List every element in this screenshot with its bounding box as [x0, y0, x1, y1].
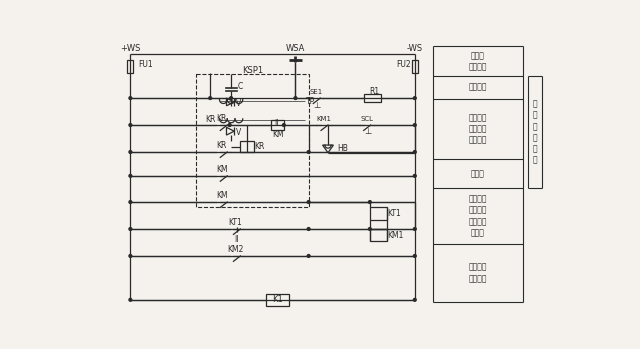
Text: 蜂鸣器: 蜂鸣器: [471, 169, 485, 178]
Text: KM1: KM1: [388, 231, 404, 240]
Text: FU2: FU2: [396, 60, 411, 69]
Circle shape: [413, 228, 416, 230]
Text: KR: KR: [216, 114, 227, 124]
Text: KM: KM: [216, 191, 228, 200]
Text: 熔断器监
视继电器: 熔断器监 视继电器: [468, 263, 487, 283]
Text: FU1: FU1: [138, 60, 153, 69]
Text: R1: R1: [369, 87, 380, 96]
Circle shape: [230, 97, 232, 99]
Text: WSA: WSA: [286, 44, 305, 53]
Circle shape: [228, 124, 231, 126]
Text: 事
故
信
号
装
置: 事 故 信 号 装 置: [532, 100, 537, 164]
Bar: [370, 229, 387, 241]
Text: C: C: [237, 82, 243, 91]
Circle shape: [209, 97, 212, 99]
Text: ⊥: ⊥: [313, 101, 320, 110]
Text: 自动解除
音响的时
间及中间
继电器: 自动解除 音响的时 间及中间 继电器: [468, 195, 487, 237]
Circle shape: [307, 254, 310, 257]
Circle shape: [129, 254, 132, 257]
Circle shape: [413, 124, 416, 126]
Text: KM1: KM1: [317, 116, 332, 122]
Text: KM2: KM2: [227, 245, 243, 253]
Text: KR: KR: [216, 141, 227, 150]
Circle shape: [413, 254, 416, 257]
Circle shape: [413, 174, 416, 177]
Text: KR: KR: [205, 115, 216, 124]
Circle shape: [369, 228, 371, 230]
Text: V: V: [236, 128, 241, 137]
Bar: [127, 60, 134, 73]
Text: KSP1: KSP1: [242, 66, 263, 75]
Circle shape: [413, 298, 416, 301]
Text: 小母线
及熔断器: 小母线 及熔断器: [468, 51, 487, 71]
Text: KT1: KT1: [228, 217, 242, 227]
Text: K1: K1: [272, 295, 283, 304]
Circle shape: [129, 201, 132, 203]
Circle shape: [129, 124, 132, 126]
Circle shape: [307, 151, 310, 153]
Text: V: V: [236, 99, 241, 108]
Text: ⊥: ⊥: [364, 127, 371, 136]
Circle shape: [307, 201, 310, 203]
Bar: [412, 60, 418, 73]
Text: KM: KM: [272, 130, 284, 139]
Text: KM: KM: [216, 165, 228, 174]
Text: KT1: KT1: [388, 209, 401, 218]
Circle shape: [129, 174, 132, 177]
Text: II: II: [275, 119, 279, 128]
Text: TP: TP: [307, 97, 316, 106]
Circle shape: [129, 151, 132, 153]
Text: KR: KR: [254, 142, 265, 151]
Circle shape: [413, 97, 416, 99]
Circle shape: [413, 151, 416, 153]
Text: SE1: SE1: [310, 89, 323, 95]
Circle shape: [282, 124, 285, 126]
Circle shape: [129, 97, 132, 99]
Text: 冲击继电
器和音响
解除按钮: 冲击继电 器和音响 解除按钮: [468, 113, 487, 144]
Text: +WS: +WS: [120, 44, 141, 53]
Text: II: II: [234, 235, 239, 244]
Bar: [266, 294, 289, 306]
Bar: [271, 120, 284, 131]
Circle shape: [129, 228, 132, 230]
Circle shape: [294, 97, 297, 99]
Text: SCL: SCL: [360, 116, 373, 122]
Text: 试验按钮: 试验按钮: [468, 83, 487, 92]
Bar: [239, 141, 253, 152]
Bar: [364, 94, 381, 102]
Circle shape: [307, 228, 310, 230]
Text: HB: HB: [337, 144, 348, 154]
Circle shape: [129, 298, 132, 301]
Bar: [370, 207, 387, 220]
Circle shape: [369, 201, 371, 203]
Text: -WS: -WS: [407, 44, 423, 53]
